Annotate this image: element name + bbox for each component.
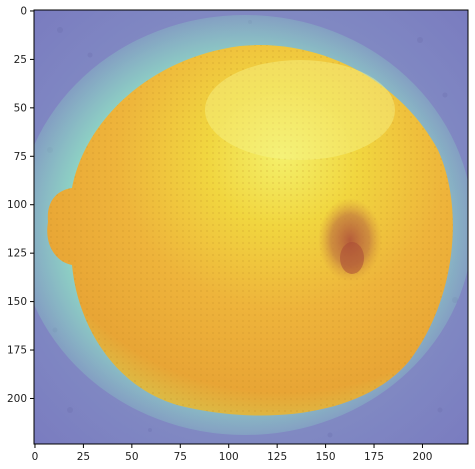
x-tick-label: 25 <box>77 451 90 463</box>
y-tick-label: 175 <box>7 345 27 357</box>
x-axis: 0 25 50 75 100 125 150 175 200 <box>32 444 432 463</box>
x-tick-label: 175 <box>364 451 384 463</box>
y-axis: 0 25 50 75 100 125 150 175 200 <box>7 5 34 405</box>
y-tick-label: 100 <box>7 199 27 211</box>
x-tick-label: 0 <box>32 451 39 463</box>
x-tick-label: 125 <box>267 451 287 463</box>
lemon-shape <box>47 45 453 416</box>
y-tick-label: 200 <box>7 393 27 405</box>
plot-frame <box>33 9 469 445</box>
y-tick-label: 25 <box>14 54 27 66</box>
x-tick-label: 75 <box>174 451 187 463</box>
y-tick-label: 150 <box>7 296 27 308</box>
y-tick-label: 125 <box>7 248 27 260</box>
y-tick-label: 0 <box>20 5 27 17</box>
x-tick-label: 50 <box>125 451 138 463</box>
x-tick-label: 200 <box>412 451 432 463</box>
heatmap-image <box>34 10 468 444</box>
y-tick-label: 75 <box>14 151 27 163</box>
y-tick-label: 50 <box>14 102 27 114</box>
blemish-spot <box>318 198 382 282</box>
x-tick-label: 100 <box>219 451 239 463</box>
x-tick-label: 150 <box>316 451 336 463</box>
